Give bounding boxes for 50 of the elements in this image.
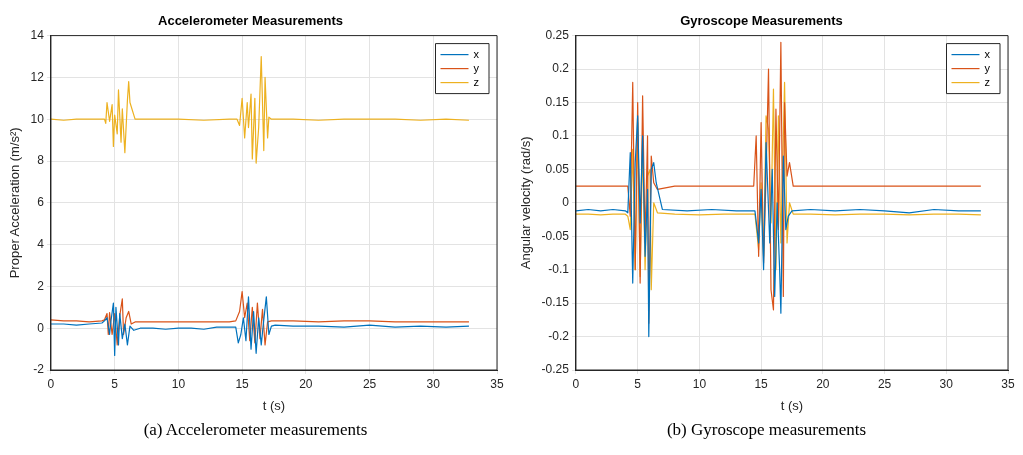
y-tick-label: 10 bbox=[30, 111, 45, 126]
x-tick-label: 5 bbox=[111, 376, 119, 391]
x-tick-label: 15 bbox=[235, 376, 250, 391]
x-tick-label: 10 bbox=[692, 376, 707, 391]
x-axis-title: t (s) bbox=[262, 397, 286, 413]
legend-label: z bbox=[984, 75, 990, 88]
x-tick-label: 35 bbox=[490, 376, 504, 391]
text: (b) Gyroscope measurements bbox=[666, 420, 867, 440]
x-tick-label: 0 bbox=[572, 376, 580, 391]
y-tick-label: 2 bbox=[37, 278, 45, 293]
y-tick-label: 0.05 bbox=[545, 161, 570, 176]
y-tick-label: 0 bbox=[562, 195, 570, 210]
y-axis-title: Proper Acceleration (m/s²) bbox=[7, 127, 23, 279]
y-tick-label: -2 bbox=[33, 362, 45, 377]
x-tick-label: 35 bbox=[1001, 376, 1015, 391]
x-tick-label: 20 bbox=[816, 376, 830, 391]
x-tick-label: 10 bbox=[171, 376, 186, 391]
text: (a) Accelerometer measurements bbox=[143, 420, 368, 440]
legend-label: x bbox=[984, 47, 991, 60]
y-tick-label: -0.2 bbox=[548, 328, 570, 343]
legend-label: y bbox=[473, 61, 480, 74]
y-tick-label: 4 bbox=[37, 236, 45, 251]
y-tick-label: 14 bbox=[30, 27, 45, 42]
legend-label: x bbox=[473, 47, 480, 60]
y-tick-label: -0.15 bbox=[541, 295, 570, 310]
x-tick-label: 5 bbox=[634, 376, 642, 391]
y-tick-label: -0.25 bbox=[541, 362, 570, 377]
x-tick-label: 30 bbox=[426, 376, 441, 391]
y-tick-label: 0.1 bbox=[552, 128, 570, 143]
y-axis-title: Angular velocity (rad/s) bbox=[518, 136, 534, 270]
y-tick-label: 0 bbox=[37, 320, 45, 335]
chart-title: Accelerometer Measurements bbox=[158, 13, 343, 29]
x-axis-title: t (s) bbox=[780, 397, 804, 413]
y-tick-label: 0.2 bbox=[552, 61, 570, 76]
y-tick-label: -0.05 bbox=[541, 228, 570, 243]
y-tick-label: 0.15 bbox=[545, 94, 570, 109]
x-tick-label: 25 bbox=[362, 376, 377, 391]
x-tick-label: 15 bbox=[754, 376, 769, 391]
y-tick-label: 0.25 bbox=[545, 27, 570, 42]
y-tick-label: 8 bbox=[37, 153, 45, 168]
y-tick-label: 12 bbox=[30, 69, 45, 84]
legend-label: y bbox=[984, 61, 991, 74]
x-tick-label: 30 bbox=[939, 376, 954, 391]
legend-label: z bbox=[473, 75, 479, 88]
x-tick-label: 25 bbox=[877, 376, 892, 391]
y-tick-label: 6 bbox=[37, 195, 45, 210]
x-tick-label: 0 bbox=[47, 376, 55, 391]
y-tick-label: -0.1 bbox=[548, 261, 570, 276]
x-tick-label: 20 bbox=[299, 376, 313, 391]
chart-title: Gyroscope Measurements bbox=[680, 13, 843, 29]
